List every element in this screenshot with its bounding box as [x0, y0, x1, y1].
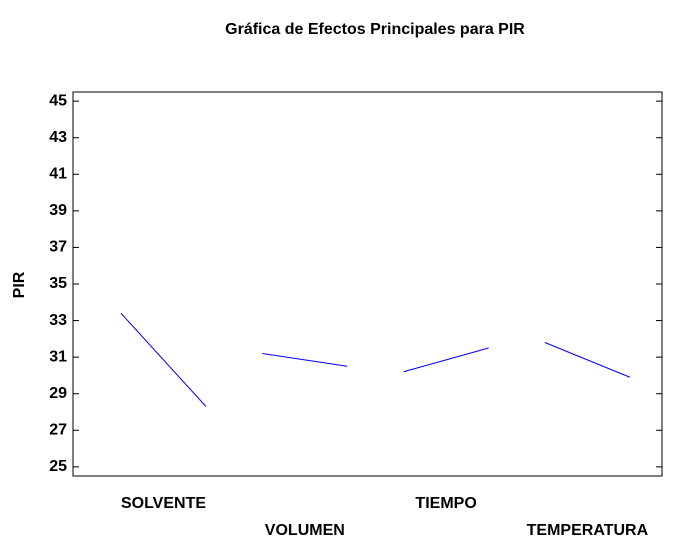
factor-label: TEMPERATURA [527, 522, 649, 539]
effect-line [403, 347, 489, 373]
y-tick-label: 31 [49, 348, 67, 365]
y-tick-label: 39 [49, 202, 67, 219]
y-tick-label: 35 [49, 275, 67, 292]
y-tick-label: 37 [49, 239, 67, 256]
y-tick-label: 45 [49, 92, 67, 109]
chart-title: Gráfica de Efectos Principales para PIR [225, 21, 525, 38]
y-tick-label: 43 [49, 129, 67, 146]
effect-line [120, 312, 207, 407]
y-tick-label: 29 [49, 385, 67, 402]
factor-label: VOLUMEN [265, 522, 345, 539]
y-tick-label: 33 [49, 312, 67, 329]
factor-label: TIEMPO [415, 495, 476, 512]
factor-label: SOLVENTE [121, 495, 206, 512]
effect-line [544, 342, 631, 378]
y-tick-label: 25 [49, 458, 67, 475]
y-tick-label: 27 [49, 422, 67, 439]
y-axis-label: PIR [11, 271, 28, 298]
y-tick-label: 41 [49, 166, 67, 183]
effect-line [262, 352, 348, 367]
